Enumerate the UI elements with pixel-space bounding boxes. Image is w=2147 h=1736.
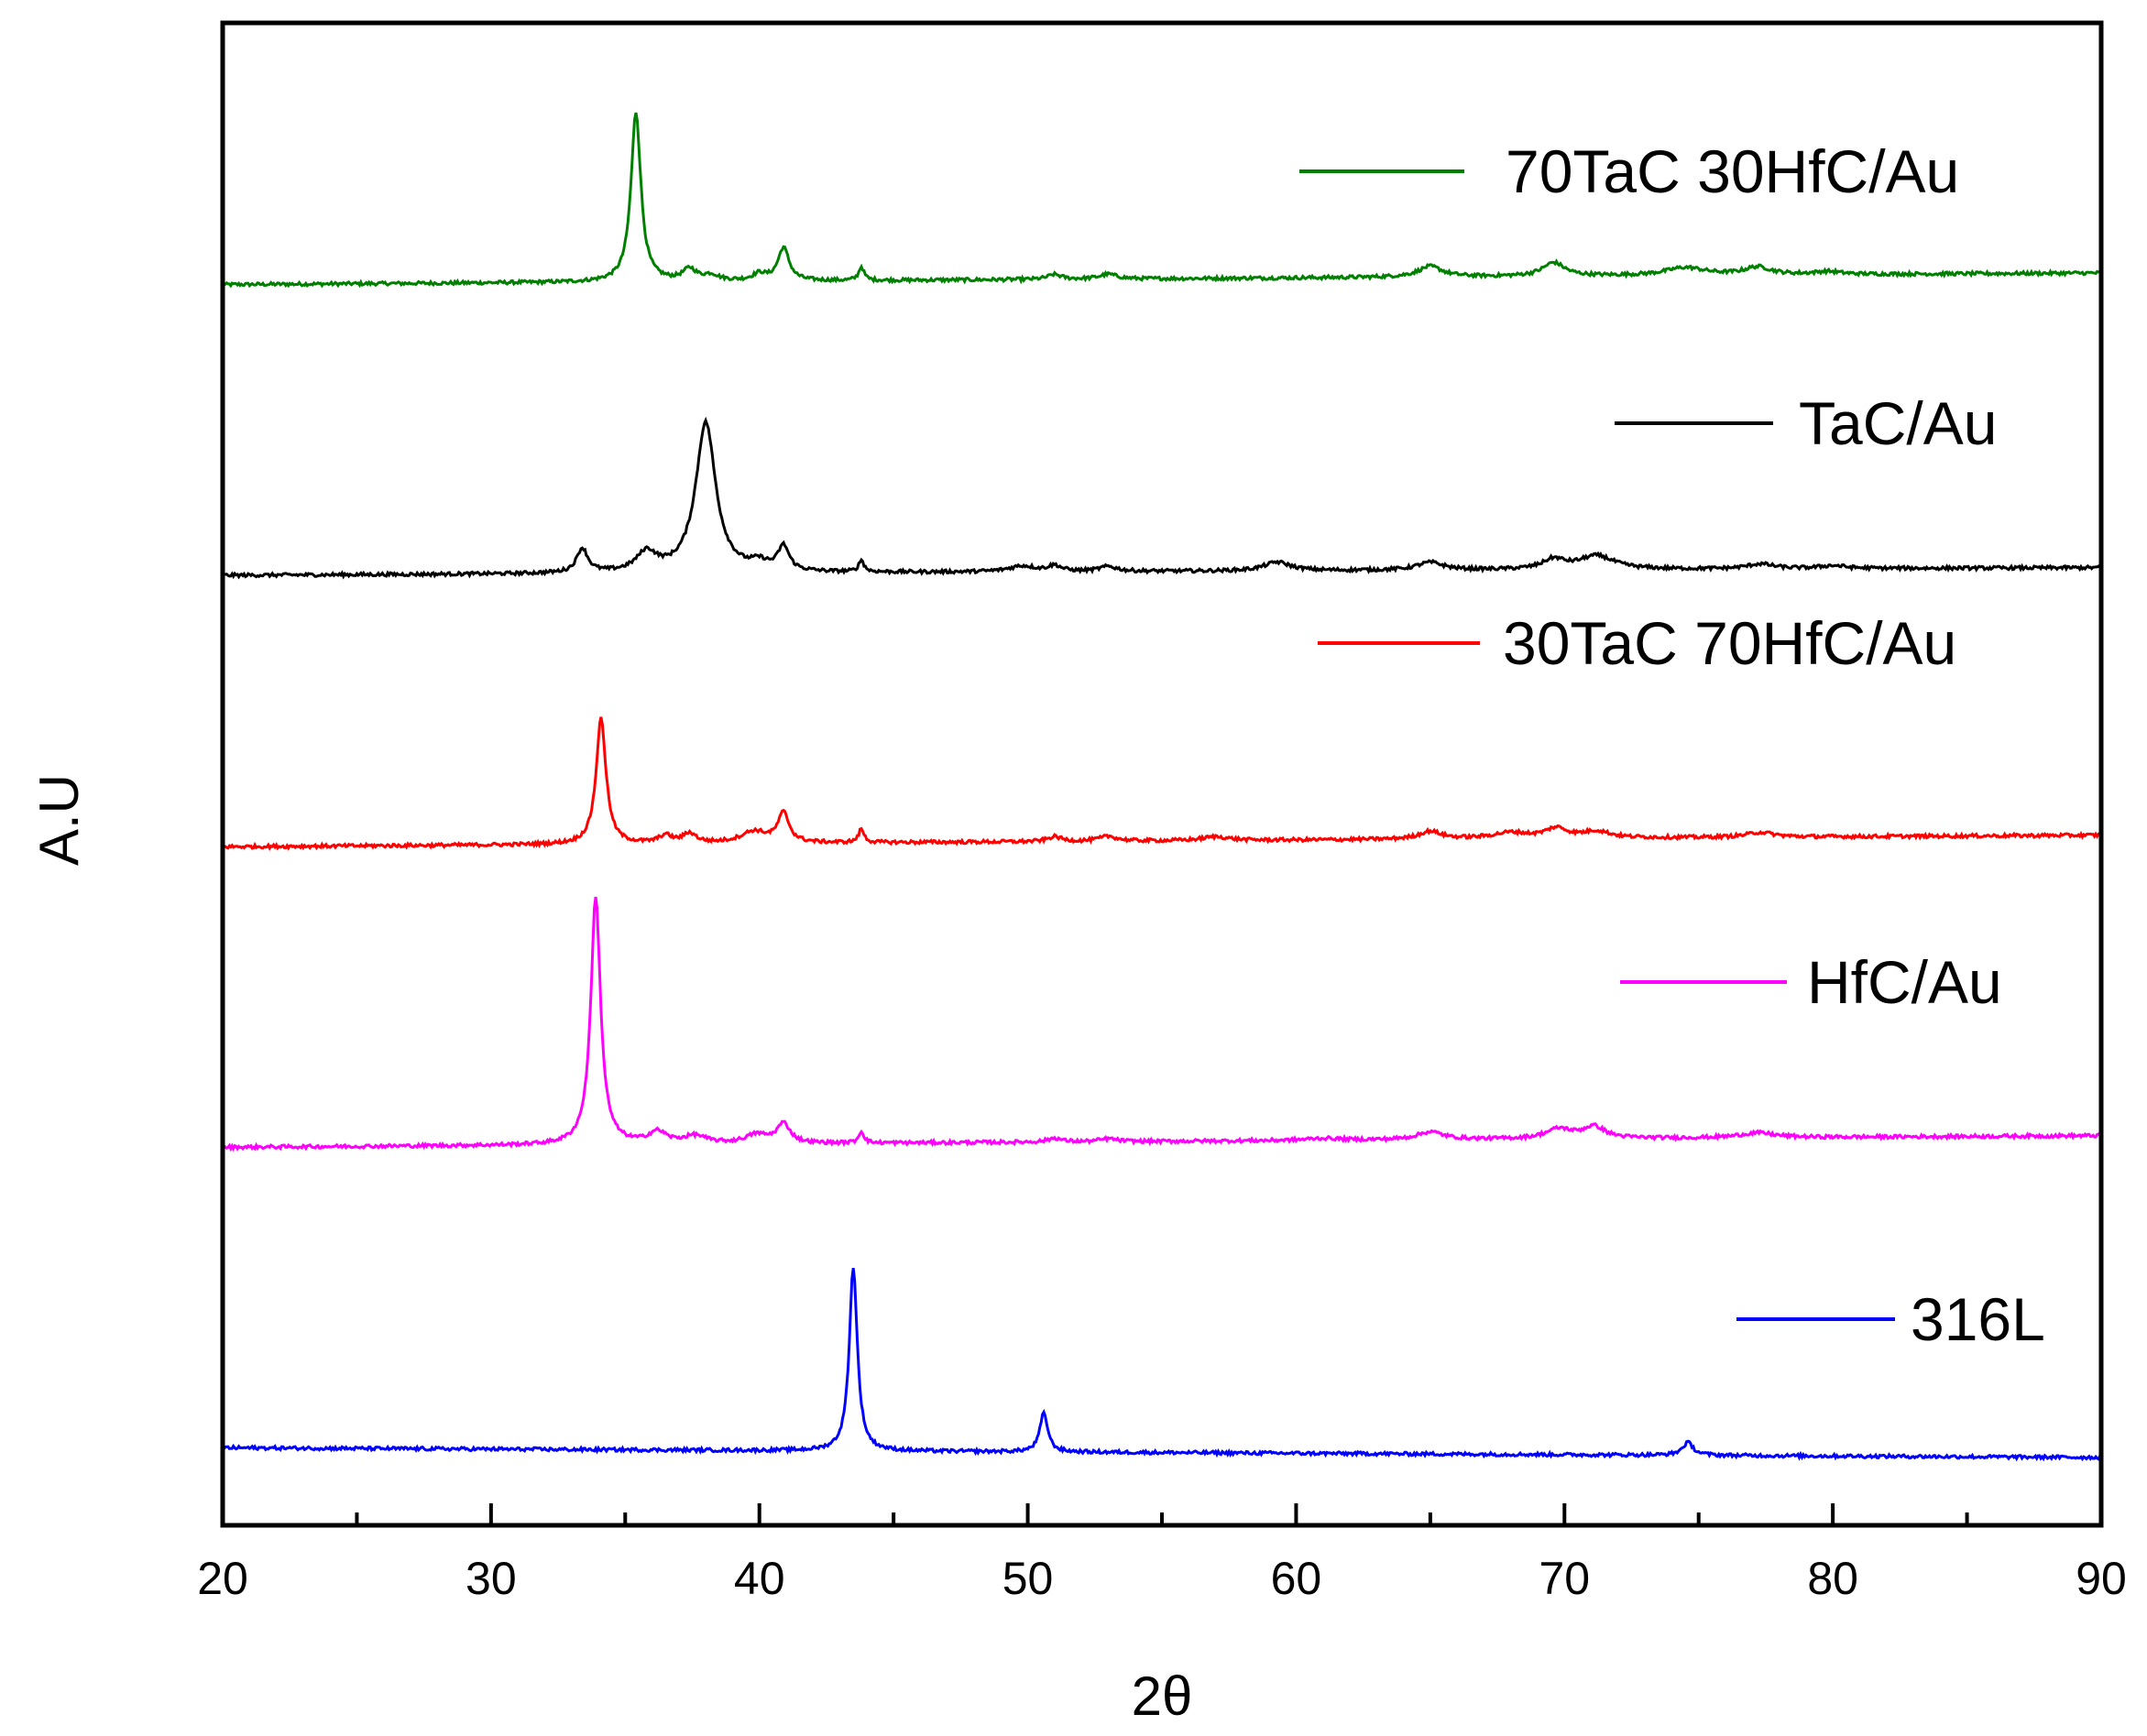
legend-label-4: 316L — [1911, 1285, 2045, 1353]
x-tick-label: 30 — [466, 1553, 517, 1604]
plot-frame — [220, 20, 2104, 1528]
series-line-1 — [221, 416, 2102, 580]
x-axis-ticks: 20 30 40 50 60 70 80 90 — [197, 1503, 2127, 1604]
x-tick-label: 80 — [1807, 1553, 1858, 1604]
legend-label-1: TaC/Au — [1799, 389, 1997, 457]
series-line-4 — [222, 1268, 2103, 1462]
x-tick-label: 40 — [734, 1553, 785, 1604]
series-traces — [221, 112, 2103, 1462]
x-tick-label: 50 — [1002, 1553, 1054, 1604]
x-axis-title: 2θ — [1132, 1665, 1193, 1727]
x-tick-label: 70 — [1539, 1553, 1590, 1604]
legend-label-3: HfC/Au — [1807, 948, 2002, 1016]
series-line-3 — [221, 896, 2102, 1152]
y-axis-title: A.U — [28, 774, 90, 866]
x-tick-label: 60 — [1271, 1553, 1322, 1604]
series-line-2 — [222, 716, 2103, 852]
series-line-0 — [222, 112, 2101, 289]
x-tick-label: 20 — [197, 1553, 248, 1604]
legend-label-2: 30TaC 70HfC/Au — [1503, 609, 1956, 677]
legend: 70TaC 30HfC/Au TaC/Au 30TaC 70HfC/Au HfC/Au… — [1299, 137, 2045, 1353]
x-tick-label: 90 — [2076, 1553, 2127, 1604]
legend-label-0: 70TaC 30HfC/Au — [1506, 137, 1959, 205]
